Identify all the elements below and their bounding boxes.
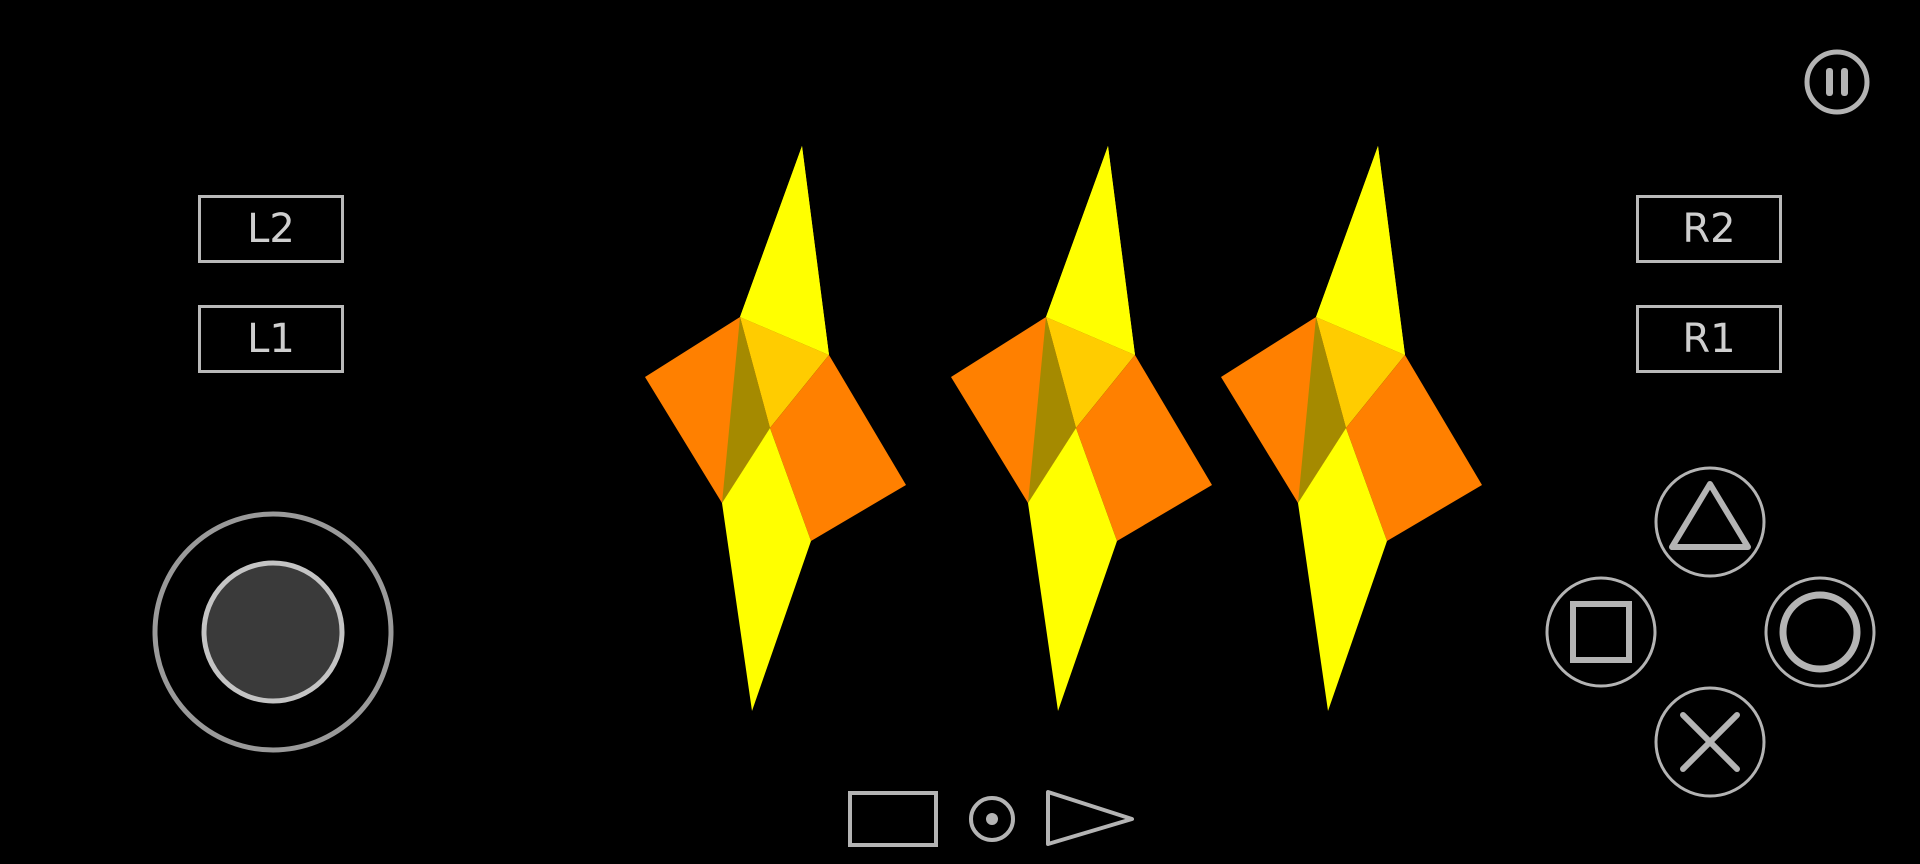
analog-stick[interactable] [152,511,394,753]
square-icon [1545,576,1657,688]
start-icon [1046,790,1134,846]
cross-button[interactable] [1655,687,1765,797]
select-icon [848,791,938,847]
triangle-icon [1654,466,1766,578]
home-button[interactable] [968,795,1016,843]
pause-icon [1804,49,1870,115]
analog-stick-icon [152,511,394,753]
r1-button[interactable]: R1 [1636,305,1782,373]
select-button[interactable] [848,791,938,847]
triangle-button[interactable] [1655,467,1765,577]
circle-icon [1764,576,1876,688]
circle-button[interactable] [1765,577,1875,687]
l2-button[interactable]: L2 [198,195,344,263]
pause-button[interactable] [1803,48,1871,116]
r2-button[interactable]: R2 [1636,195,1782,263]
square-button[interactable] [1546,577,1656,687]
cross-icon [1654,686,1766,798]
l1-button[interactable]: L1 [198,305,344,373]
start-button[interactable] [1046,790,1134,846]
home-icon [969,796,1015,842]
